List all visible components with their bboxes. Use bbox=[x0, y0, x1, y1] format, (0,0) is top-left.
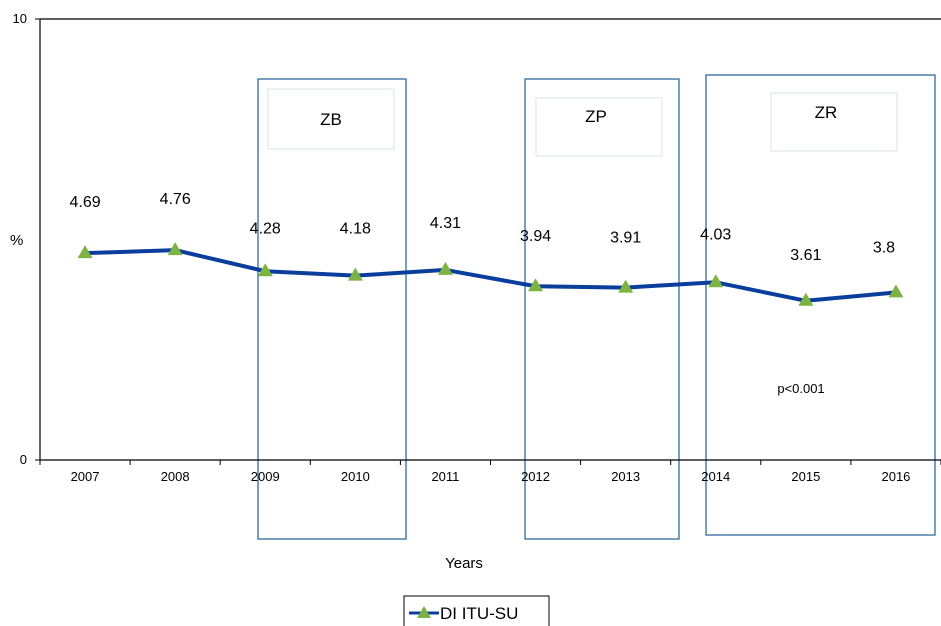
data-point-2012 bbox=[528, 278, 544, 292]
zone-zr-label: ZR bbox=[815, 103, 838, 122]
x-tick-label-2015: 2015 bbox=[791, 469, 820, 484]
x-axis-title: Years bbox=[445, 555, 483, 572]
data-label-2015: 3.61 bbox=[790, 247, 821, 264]
p-value-annotation: p<0.001 bbox=[777, 381, 824, 396]
legend-box bbox=[403, 595, 550, 626]
data-label-2007: 4.69 bbox=[69, 194, 100, 211]
zone-zb-frame bbox=[257, 78, 407, 540]
data-label-2014: 4.03 bbox=[700, 226, 731, 243]
legend: DI ITU-SU bbox=[403, 595, 550, 626]
data-point-2010 bbox=[347, 267, 363, 281]
x-tick-label-2009: 2009 bbox=[251, 469, 280, 484]
data-point-2013 bbox=[618, 279, 634, 293]
data-point-2016 bbox=[888, 284, 904, 298]
data-point-2011 bbox=[437, 261, 453, 275]
legend-label: DI ITU-SU bbox=[440, 604, 518, 623]
data-label-2010: 4.18 bbox=[340, 221, 371, 238]
data-labels: 4.69 4.76 4.28 4.18 4.31 3.94 3.91 4.03 3.61 3.8 bbox=[69, 191, 895, 264]
legend-marker-swatch bbox=[417, 606, 431, 618]
x-tick-label-2011: 2011 bbox=[431, 469, 459, 484]
x-tick-label-2016: 2016 bbox=[881, 469, 910, 484]
x-ticks: 2007 2008 2009 2010 2011 2012 2013 2014 2015 2016 bbox=[39, 460, 941, 484]
data-label-2013: 3.91 bbox=[610, 230, 641, 247]
y-axis-title: % bbox=[10, 232, 23, 249]
data-point-2015 bbox=[798, 292, 814, 306]
zone-zp-label-box bbox=[535, 97, 663, 157]
zone-zp-label: ZP bbox=[585, 107, 607, 126]
data-label-2011: 4.31 bbox=[430, 215, 461, 232]
series-group bbox=[77, 242, 904, 306]
data-point-2009 bbox=[257, 263, 273, 277]
zone-zr-label-box bbox=[770, 92, 898, 152]
x-tick-label-2008: 2008 bbox=[161, 469, 190, 484]
zones: ZB ZP ZR bbox=[257, 74, 936, 540]
x-tick-label-2007: 2007 bbox=[71, 469, 100, 484]
zone-zr-frame bbox=[705, 74, 936, 536]
x-tick-label-2014: 2014 bbox=[701, 469, 730, 484]
data-point-2008 bbox=[167, 242, 183, 256]
x-tick-label-2012: 2012 bbox=[521, 469, 550, 484]
x-tick-label-2013: 2013 bbox=[611, 469, 640, 484]
zone-zp-frame bbox=[524, 78, 680, 540]
y-tick-label-10: 10 bbox=[13, 11, 27, 26]
series-line bbox=[84, 248, 897, 303]
data-label-2009: 4.28 bbox=[250, 220, 281, 237]
zone-zb-label-box bbox=[267, 88, 395, 150]
data-point-2007 bbox=[77, 245, 93, 259]
data-label-2008: 4.76 bbox=[160, 191, 191, 208]
data-label-2012: 3.94 bbox=[520, 228, 551, 245]
zone-zb-label: ZB bbox=[320, 110, 342, 129]
y-tick-label-0: 0 bbox=[20, 452, 27, 467]
x-tick-label-2010: 2010 bbox=[341, 469, 370, 484]
data-point-2014 bbox=[708, 274, 724, 288]
data-label-2016: 3.8 bbox=[873, 239, 895, 256]
